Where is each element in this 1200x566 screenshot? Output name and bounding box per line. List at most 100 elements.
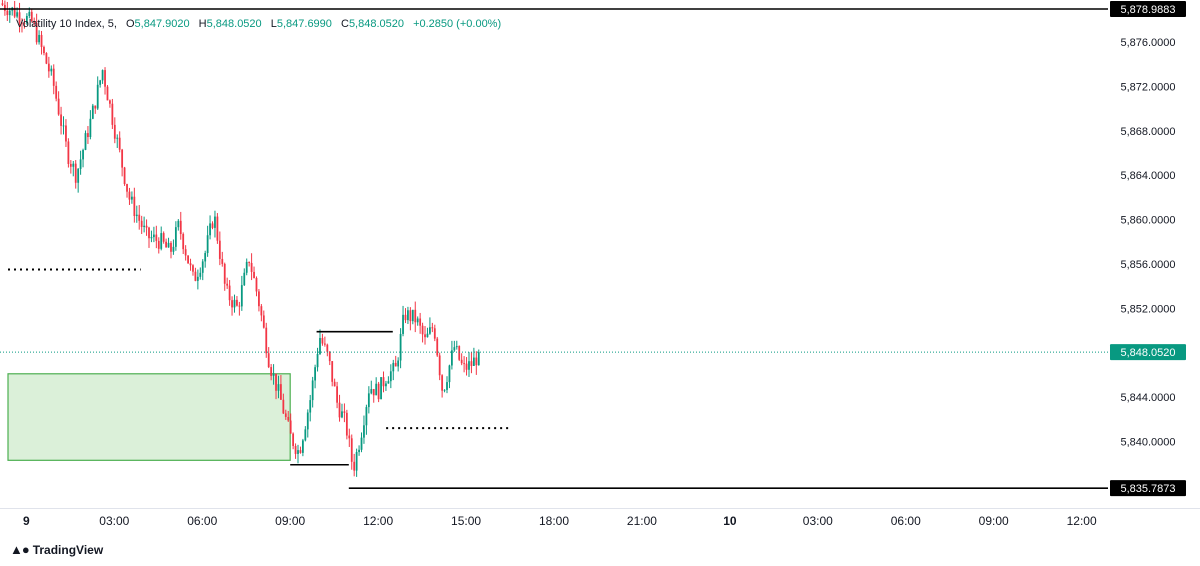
price-axis[interactable]: 5,876.0000 5,872.0000 5,868.0000 5,864.0000… xyxy=(1110,1,1186,497)
candle-body xyxy=(250,262,253,272)
candle-body xyxy=(204,253,207,262)
candle xyxy=(96,76,99,110)
candle xyxy=(404,308,407,324)
candle-body xyxy=(128,191,131,200)
candle-body xyxy=(387,381,390,384)
candle xyxy=(52,64,55,95)
candle xyxy=(438,352,441,381)
candle-body xyxy=(82,149,84,160)
candle-body xyxy=(289,420,292,434)
candle-body xyxy=(60,114,62,126)
candle-body xyxy=(255,277,258,292)
candle-body xyxy=(52,68,55,86)
candle xyxy=(260,304,263,322)
candle-body xyxy=(253,271,255,278)
candle xyxy=(138,205,141,230)
candle-body xyxy=(358,449,360,453)
symbol-label[interactable]: Volatility 10 Index, 5, xyxy=(16,18,117,30)
candle xyxy=(402,305,404,337)
candle-body xyxy=(365,407,368,426)
candle-body xyxy=(277,384,280,391)
candle xyxy=(152,226,155,243)
candle xyxy=(167,237,170,248)
candle xyxy=(394,355,397,367)
candle-body xyxy=(23,22,26,24)
candle-body xyxy=(133,196,136,217)
candle-body xyxy=(377,383,380,400)
candle-body xyxy=(96,84,99,109)
candle xyxy=(82,148,84,168)
candle xyxy=(199,267,202,280)
candle-body xyxy=(280,384,282,400)
candle-body xyxy=(91,105,94,119)
tradingview-branding[interactable]: ▲● TradingView xyxy=(10,542,103,557)
candle xyxy=(304,426,307,442)
candle-body xyxy=(426,333,429,338)
candle xyxy=(416,316,419,326)
candle-body xyxy=(345,412,348,436)
candle xyxy=(65,119,67,148)
candle-body xyxy=(55,85,58,99)
candle xyxy=(331,361,334,387)
candle-body xyxy=(421,325,424,335)
candle xyxy=(204,250,207,268)
candle xyxy=(131,191,133,204)
candle-body xyxy=(167,242,170,248)
candle xyxy=(341,403,343,419)
candle-body xyxy=(155,234,158,241)
price-badge-bg xyxy=(1110,480,1186,497)
candle xyxy=(62,116,65,135)
candle-body xyxy=(431,327,434,329)
time-tick-label: 06:00 xyxy=(187,514,217,528)
price-tick-label: 5,876.0000 xyxy=(1120,37,1175,49)
candle-body xyxy=(240,285,243,307)
candle-body xyxy=(118,137,121,150)
candle-body xyxy=(270,367,273,376)
candle-body xyxy=(152,234,155,238)
low-value: 5,847.6990 xyxy=(276,18,332,30)
candle xyxy=(214,210,216,238)
candle-body xyxy=(321,338,324,344)
price-badge-text: 5,835.7873 xyxy=(1120,483,1175,495)
candle xyxy=(453,340,456,352)
candle xyxy=(223,262,226,291)
candle-body xyxy=(397,360,400,367)
candle xyxy=(426,327,429,338)
time-tick-label: 21:00 xyxy=(627,514,657,528)
candle xyxy=(150,230,153,243)
time-axis[interactable]: 9 03:00 06:00 09:00 12:00 15:00 18:00 21:00 10 03… xyxy=(23,514,1097,528)
candle-body xyxy=(370,389,373,394)
candle xyxy=(33,17,36,27)
demand-zone-box xyxy=(7,373,291,461)
candle-body xyxy=(21,22,23,24)
candle xyxy=(126,183,128,198)
candle xyxy=(336,381,338,409)
candle-body xyxy=(25,15,28,24)
candle xyxy=(211,221,214,230)
candle-body xyxy=(177,220,180,228)
candle-body xyxy=(28,11,31,16)
candle xyxy=(8,7,11,23)
candle xyxy=(23,18,26,29)
candle xyxy=(375,377,378,396)
candle xyxy=(238,301,241,316)
candle xyxy=(399,328,402,369)
candle-body xyxy=(236,299,238,306)
candle xyxy=(477,349,480,366)
candle xyxy=(160,226,163,251)
tradingview-text: TradingView xyxy=(32,542,104,557)
candle xyxy=(380,377,382,400)
candle xyxy=(250,253,253,281)
candle-body xyxy=(477,352,480,366)
candle xyxy=(265,322,268,358)
candle xyxy=(77,168,80,193)
candle xyxy=(243,268,246,286)
candle xyxy=(470,352,473,374)
candle-body xyxy=(201,261,204,273)
candle xyxy=(370,380,373,395)
candle-body xyxy=(150,237,153,239)
candle xyxy=(275,373,277,400)
candle xyxy=(45,52,48,65)
candle-body xyxy=(419,318,422,326)
